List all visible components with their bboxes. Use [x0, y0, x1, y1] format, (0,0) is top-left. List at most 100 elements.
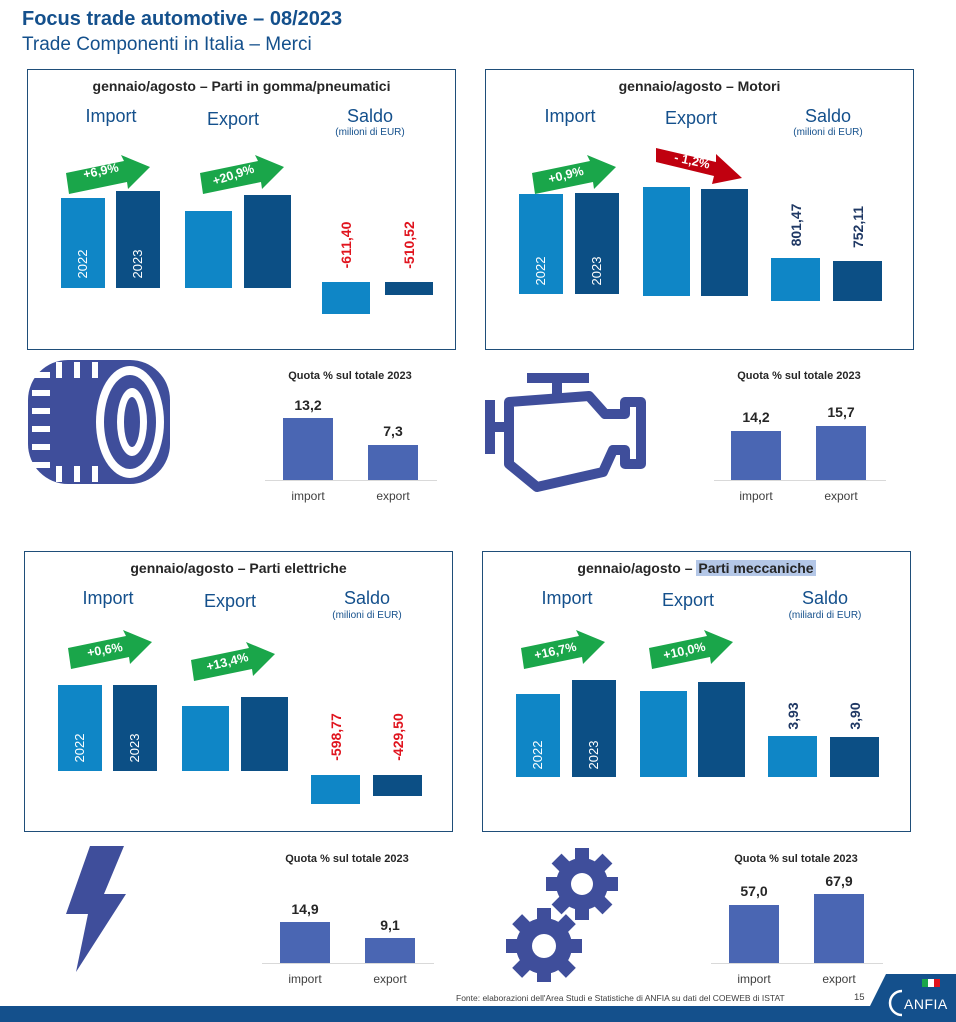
quota-import-label: import	[737, 972, 771, 986]
panel-meccaniche-title: gennaio/agosto – Parti meccaniche	[577, 560, 816, 576]
saldo-2023-bar	[373, 775, 422, 796]
saldo-unit: (milioni di EUR)	[335, 127, 405, 138]
import-change-arrow	[66, 155, 150, 194]
export-heading: Export	[203, 591, 257, 611]
footer-band	[0, 1006, 956, 1022]
quota-import-label: import	[739, 489, 773, 503]
source-note: Fonte: elaborazioni dell'Area Studi e St…	[456, 993, 785, 1003]
export-heading: Export	[661, 590, 715, 610]
import-change-arrow	[521, 630, 605, 669]
import-change-arrow	[68, 630, 152, 669]
quota-import-bar	[280, 922, 330, 963]
export-2023-bar	[244, 195, 291, 288]
year-2022-label: 2022	[75, 249, 90, 279]
year-2023-label: 2023	[589, 256, 604, 286]
quota-import-label: import	[291, 489, 325, 503]
saldo-unit: (miliardi di EUR)	[788, 610, 862, 621]
quota-export-label: export	[376, 489, 410, 503]
quota-import-bar	[731, 431, 781, 480]
quota-title: Quota % sul totale 2023	[734, 853, 858, 865]
engine-icon	[485, 373, 646, 492]
export-2022-bar	[640, 691, 687, 777]
year-2023-label: 2023	[586, 740, 601, 770]
saldo-2023-value: -429,50	[390, 713, 406, 761]
saldo-2022-value: -611,40	[338, 221, 354, 269]
export-heading: Export	[206, 109, 260, 129]
import-2022-bar	[58, 685, 102, 771]
import-2023-bar	[575, 193, 619, 294]
quota-export-value: 7,3	[383, 423, 403, 439]
quota-import-value: 57,0	[740, 883, 768, 899]
saldo-heading: Saldo	[804, 106, 852, 126]
quota-axis	[711, 963, 883, 964]
year-2022-label: 2022	[533, 256, 548, 286]
saldo-2022-value: 801,47	[788, 203, 804, 247]
import-heading: Import	[85, 106, 137, 126]
saldo-2023-value: 752,11	[850, 205, 866, 249]
saldo-2023-value: -510,52	[401, 221, 417, 269]
saldo-2022-value: -598,77	[328, 713, 344, 761]
panel-motori-title: gennaio/agosto – Motori	[618, 78, 781, 94]
quota-export-label: export	[824, 489, 858, 503]
quota-title: Quota % sul totale 2023	[285, 853, 409, 865]
quota-export-value: 9,1	[380, 917, 400, 933]
quota-export-label: export	[822, 972, 856, 986]
saldo-2023-bar	[385, 282, 433, 295]
saldo-heading: Saldo	[801, 588, 849, 608]
quota-export-value: 15,7	[827, 404, 855, 420]
tyre-icon	[28, 360, 170, 484]
quota-title: Quota % sul totale 2023	[288, 370, 412, 382]
saldo-2022-bar	[768, 736, 817, 777]
export-change-arrow	[191, 642, 275, 681]
quota-import-bar	[729, 905, 779, 963]
anfia-logo	[862, 974, 956, 1022]
saldo-2023-bar	[830, 737, 879, 777]
saldo-2022-bar	[311, 775, 360, 804]
import-2022-bar	[61, 198, 105, 288]
saldo-2022-bar	[771, 258, 820, 301]
panel-gomma-title: gennaio/agosto – Parti in gomma/pneumati…	[92, 78, 391, 94]
import-2023-bar	[113, 685, 157, 771]
import-2023-bar	[116, 191, 160, 288]
quota-axis	[714, 480, 886, 481]
saldo-heading: Saldo	[346, 106, 394, 126]
page-subtitle: Trade Componenti in Italia – Merci	[22, 34, 312, 55]
import-heading: Import	[544, 106, 596, 126]
year-2023-label: 2023	[130, 249, 145, 279]
export-2022-bar	[643, 187, 690, 296]
panel-elettriche-title: gennaio/agosto – Parti elettriche	[130, 560, 347, 576]
quota-export-label: export	[373, 972, 407, 986]
import-change-arrow	[532, 155, 616, 194]
year-2022-label: 2022	[530, 740, 545, 770]
export-2022-bar	[182, 706, 229, 771]
export-2023-bar	[701, 189, 748, 296]
saldo-2022-bar	[322, 282, 370, 314]
quota-import-label: import	[288, 972, 322, 986]
import-heading: Import	[82, 588, 134, 608]
year-2022-label: 2022	[72, 733, 87, 763]
saldo-unit: (milioni di EUR)	[793, 127, 863, 138]
anfia-logo-text: ANFIA	[904, 996, 948, 1012]
gears-icon	[506, 848, 618, 982]
year-2023-label: 2023	[127, 733, 142, 763]
page-title: Focus trade automotive – 08/2023	[22, 8, 343, 30]
import-2022-bar	[516, 694, 560, 777]
quota-import-bar	[283, 418, 333, 480]
quota-export-bar	[368, 445, 418, 480]
quota-export-bar	[816, 426, 866, 480]
panel-gomma: gennaio/agosto – Parti in gomma/pneumati…	[27, 69, 456, 350]
import-heading: Import	[541, 588, 593, 608]
import-2022-bar	[519, 194, 563, 294]
export-change-arrow	[200, 155, 284, 194]
panel-meccaniche: gennaio/agosto – Parti meccaniche Import…	[482, 551, 911, 832]
export-2023-bar	[241, 697, 288, 771]
export-heading: Export	[664, 108, 718, 128]
quota-axis	[265, 480, 437, 481]
quota-export-bar	[365, 938, 415, 963]
page-number: 15	[854, 992, 865, 1003]
quota-import-value: 13,2	[294, 397, 322, 413]
quota-axis	[262, 963, 434, 964]
saldo-2023-bar	[833, 261, 882, 301]
quota-title: Quota % sul totale 2023	[737, 370, 861, 382]
export-change-arrow	[649, 630, 733, 669]
